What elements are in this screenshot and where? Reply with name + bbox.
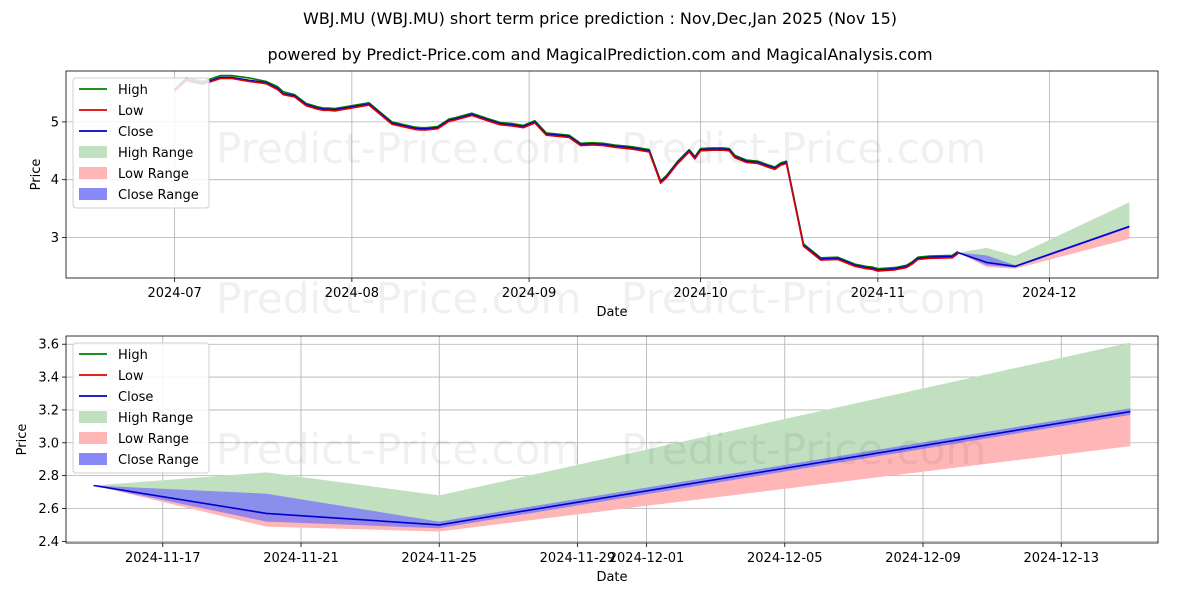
legend-high-range-label: High Range xyxy=(118,146,193,161)
watermark-text: Predict-Price.com xyxy=(621,425,986,474)
chart-title: WBJ.MU (WBJ.MU) short term price predict… xyxy=(303,9,897,28)
y-axis-label: Price xyxy=(29,159,44,191)
legend-close-label: Close xyxy=(118,125,153,140)
legend-low-range-swatch xyxy=(79,432,107,444)
legend-high-range-label: High Range xyxy=(118,411,193,426)
legend-high-range-swatch xyxy=(79,411,107,423)
watermark-text: Predict-Price.com xyxy=(216,124,581,173)
legend-high-label: High xyxy=(118,348,148,363)
legend-low-label: Low xyxy=(118,104,144,119)
low-range-band xyxy=(93,411,1131,532)
low-range-band xyxy=(957,226,1130,269)
y-tick-label: 3.0 xyxy=(38,436,59,451)
y-tick-label: 2.4 xyxy=(38,535,59,550)
high-range-band xyxy=(93,342,1131,525)
history-close-line xyxy=(174,76,959,271)
legend-close-range-swatch xyxy=(79,453,107,465)
legend-low-label: Low xyxy=(118,369,144,384)
y-tick-label: 3.2 xyxy=(38,403,59,418)
x-tick-label: 2024-07 xyxy=(147,286,201,301)
x-tick-label: 2024-12-09 xyxy=(885,551,961,566)
watermark-text: Predict-Price.com xyxy=(216,425,581,474)
x-tick-label: 2024-09 xyxy=(502,286,556,301)
x-tick-label: 2024-11-29 xyxy=(540,551,616,566)
plot-panel-1: 2024-07 2024-08 2024-09 2024-10 2024-11 2024-… xyxy=(29,70,1159,320)
x-axis-label: Date xyxy=(596,570,627,585)
forecast-close-line xyxy=(957,225,1130,268)
legend-close-label: Close xyxy=(118,390,153,405)
y-tick-label: 4 xyxy=(51,173,59,188)
legend: High Low Close High Range Low Range Close Ran… xyxy=(72,342,210,474)
legend-high-label: High xyxy=(118,83,148,98)
x-tick-label: 2024-11-25 xyxy=(401,551,477,566)
watermark-text: Predict-Price.com xyxy=(621,124,986,173)
high-range-band xyxy=(957,202,1130,267)
x-tick-label: 2024-12-05 xyxy=(747,551,823,566)
legend-low-range-label: Low Range xyxy=(118,432,189,447)
forecast-close-line xyxy=(93,410,1131,526)
legend-close-range-label: Close Range xyxy=(118,188,199,203)
axes-frame xyxy=(65,335,1159,544)
history-high-line xyxy=(174,74,959,270)
y-tick-label: 2.8 xyxy=(38,469,59,484)
x-tick-label: 2024-11-17 xyxy=(125,551,201,566)
y-tick-label: 5 xyxy=(51,115,59,130)
history-low-line xyxy=(174,77,959,272)
x-tick-label: 2024-12 xyxy=(1022,286,1076,301)
legend-close-range-swatch xyxy=(79,188,107,200)
y-axis-label: Price xyxy=(15,424,30,456)
legend-close-range-label: Close Range xyxy=(118,453,199,468)
plot-area xyxy=(93,342,1131,532)
y-tick-label: 2.6 xyxy=(38,502,59,517)
legend-low-range-label: Low Range xyxy=(118,167,189,182)
x-tick-label: 2024-08 xyxy=(325,286,379,301)
axes-frame xyxy=(65,70,1159,279)
watermark-text: Predict-Price.com xyxy=(216,274,581,323)
y-tick-label: 3 xyxy=(51,231,59,246)
x-tick-label: 2024-12-13 xyxy=(1023,551,1099,566)
legend-high-range-swatch xyxy=(79,146,107,158)
chart-subtitle: powered by Predict-Price.com and Magical… xyxy=(267,45,933,64)
x-axis-label: Date xyxy=(596,305,627,320)
watermark-text: Predict-Price.com xyxy=(621,274,986,323)
plot-panel-2: 2024-11-17 2024-11-21 2024-11-25 2024-11-29… xyxy=(15,335,1159,585)
legend-low-range-swatch xyxy=(79,167,107,179)
y-tick-label: 3.4 xyxy=(38,371,59,386)
x-tick-label: 2024-11-21 xyxy=(263,551,339,566)
y-tick-label: 3.6 xyxy=(38,338,59,353)
x-tick-label: 2024-12-01 xyxy=(609,551,685,566)
x-tick-label: 2024-11 xyxy=(851,286,905,301)
legend: High Low Close High Range Low Range Close Ran… xyxy=(72,77,210,209)
x-tick-label: 2024-10 xyxy=(673,286,727,301)
plot-area xyxy=(174,74,1130,272)
